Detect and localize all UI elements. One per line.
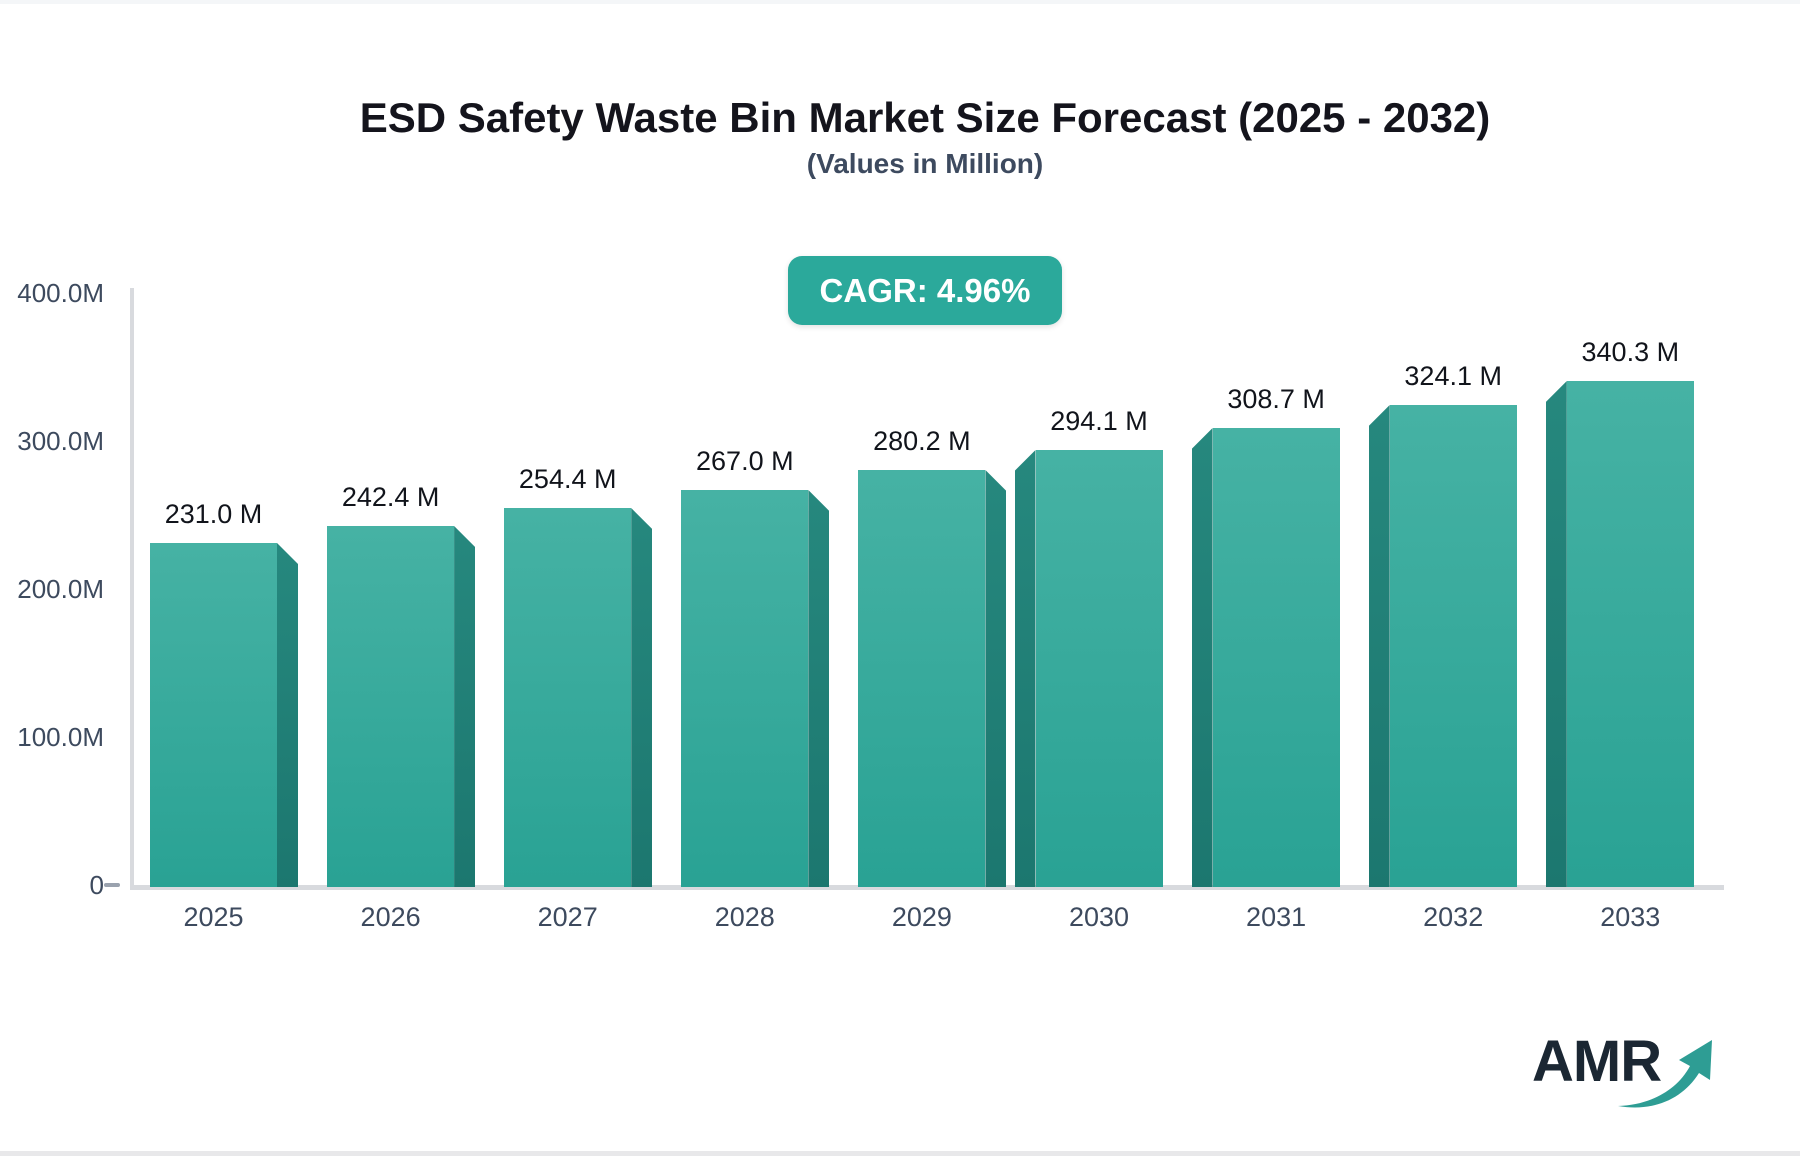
bar-side-2026 [454,526,476,887]
y-tick-label-0: 0 [89,870,104,900]
bar-side-2028 [808,490,830,887]
bar-2030[interactable] [1035,450,1163,887]
chart-subtitle: (Values in Million) [806,148,1044,179]
bar-value-label-2029: 280.2 M [873,426,971,456]
amr-logo: AMR [1532,1028,1722,1108]
bar-2025[interactable] [150,543,277,887]
x-tick-label-2028: 2028 [714,902,775,932]
bar-2031[interactable] [1212,428,1340,887]
bar-side-2033 [1545,381,1567,887]
x-tick-label-2033: 2033 [1600,902,1661,932]
y-tick-label-300.0M: 300.0M [17,426,104,456]
bar-2027[interactable] [504,508,632,887]
bar-2026[interactable] [327,526,455,887]
bar-value-label-2028: 267.0 M [696,446,794,476]
bar-value-label-2031: 308.7 M [1227,384,1325,414]
y-tick-label-100.0M: 100.0M [17,722,104,752]
cagr-badge: CAGR: 4.96% [788,256,1062,325]
x-tick-label-2030: 2030 [1068,902,1130,932]
x-tick-label-2032: 2032 [1423,902,1484,932]
bar-value-label-2030: 294.1 M [1050,406,1148,436]
bar-side-2030 [1014,450,1036,887]
x-axis-line [130,885,1724,890]
zero-tick-mark [104,883,120,887]
x-tick-label-2031: 2031 [1246,902,1307,932]
bar-side-2029 [985,470,1007,887]
cagr-badge-label: CAGR: 4.96% [819,271,1031,309]
bottom-edge-strip [0,1151,1800,1156]
top-edge-strip [0,0,1800,4]
bar-value-label-2026: 242.4 M [341,482,440,512]
x-tick-label-2026: 2026 [360,902,421,932]
bar-value-label-2032: 324.1 M [1404,361,1502,391]
y-tick-label-200.0M: 200.0M [17,574,104,604]
x-tick-label-2029: 2029 [891,902,952,932]
x-tick-label-2025: 2025 [183,902,244,932]
y-axis-line [130,288,134,887]
bar-side-2027 [631,508,653,887]
growth-arrow-icon [1614,1030,1718,1119]
bar-side-2025 [277,543,298,887]
bar-2028[interactable] [681,490,809,887]
bar-value-label-2027: 254.4 M [518,464,617,494]
bar-value-label-2025: 231.0 M [164,499,263,529]
bar-2033[interactable] [1566,381,1694,887]
chart-title: ESD Safety Waste Bin Market Size Forecas… [359,94,1491,141]
bar-side-2031 [1191,428,1213,887]
bar-value-label-2033: 340.3 M [1581,337,1680,367]
amr-logo-text: AMR [1532,1029,1662,1094]
x-tick-label-2027: 2027 [537,902,598,932]
y-tick-label-400.0M: 400.0M [17,278,104,308]
bar-side-2032 [1368,405,1390,887]
bar-2029[interactable] [858,470,986,887]
bar-2032[interactable] [1389,405,1517,887]
